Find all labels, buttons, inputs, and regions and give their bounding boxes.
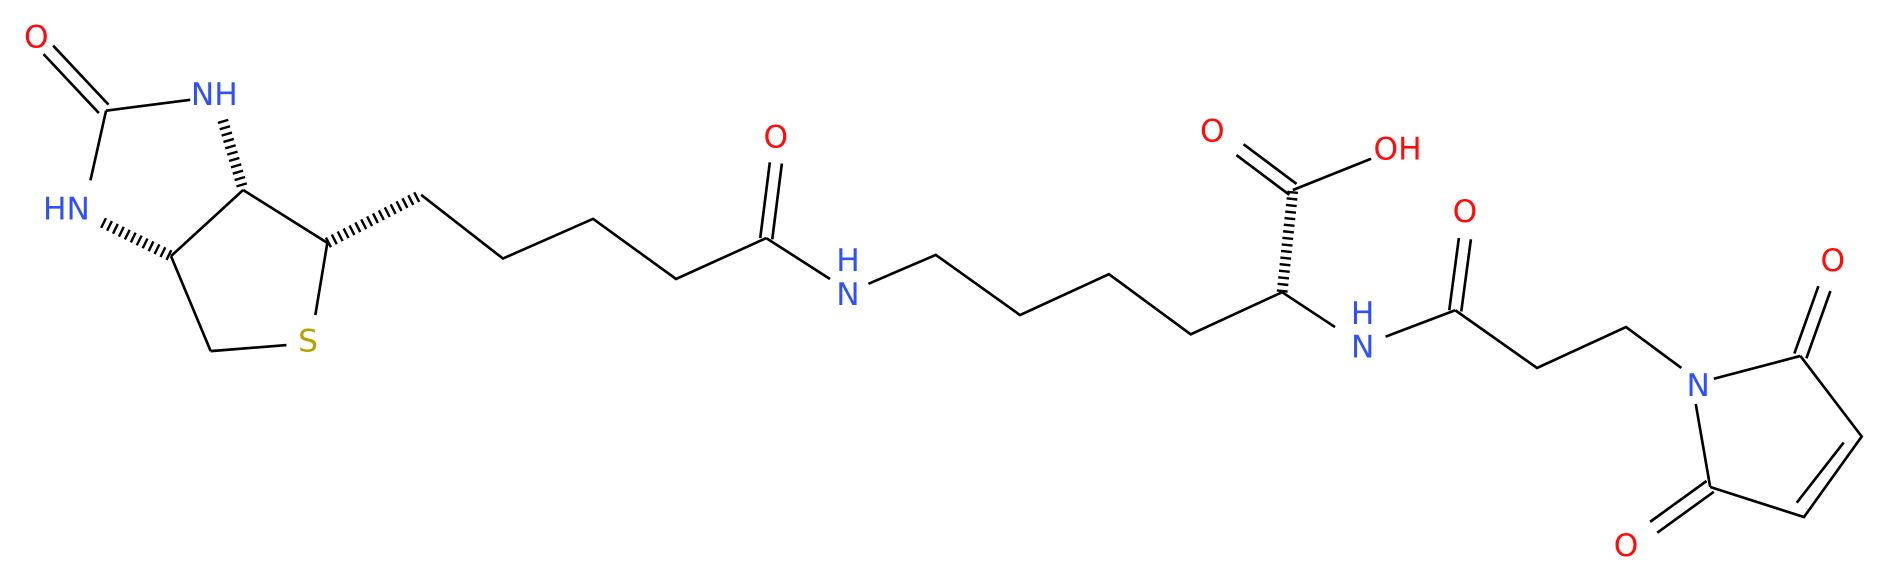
atom-label: O: [764, 119, 789, 155]
atom-label: H: [836, 243, 860, 279]
atom-label: O: [1453, 194, 1478, 230]
atom-label: O: [1200, 113, 1225, 149]
bonds: [42, 44, 1864, 534]
atom-label: NH: [191, 77, 238, 113]
atom-label: O: [1614, 528, 1639, 564]
atom-label: N: [1686, 368, 1709, 404]
atom-label: HN: [43, 191, 90, 227]
atom-label: O: [24, 19, 49, 55]
atom-label: O: [1821, 243, 1846, 279]
atom-label: N: [1351, 330, 1374, 366]
atom-label: H: [1351, 296, 1375, 332]
atom-label: N: [836, 277, 859, 313]
atom-label: OH: [1373, 131, 1421, 167]
atom-label: S: [298, 324, 318, 360]
